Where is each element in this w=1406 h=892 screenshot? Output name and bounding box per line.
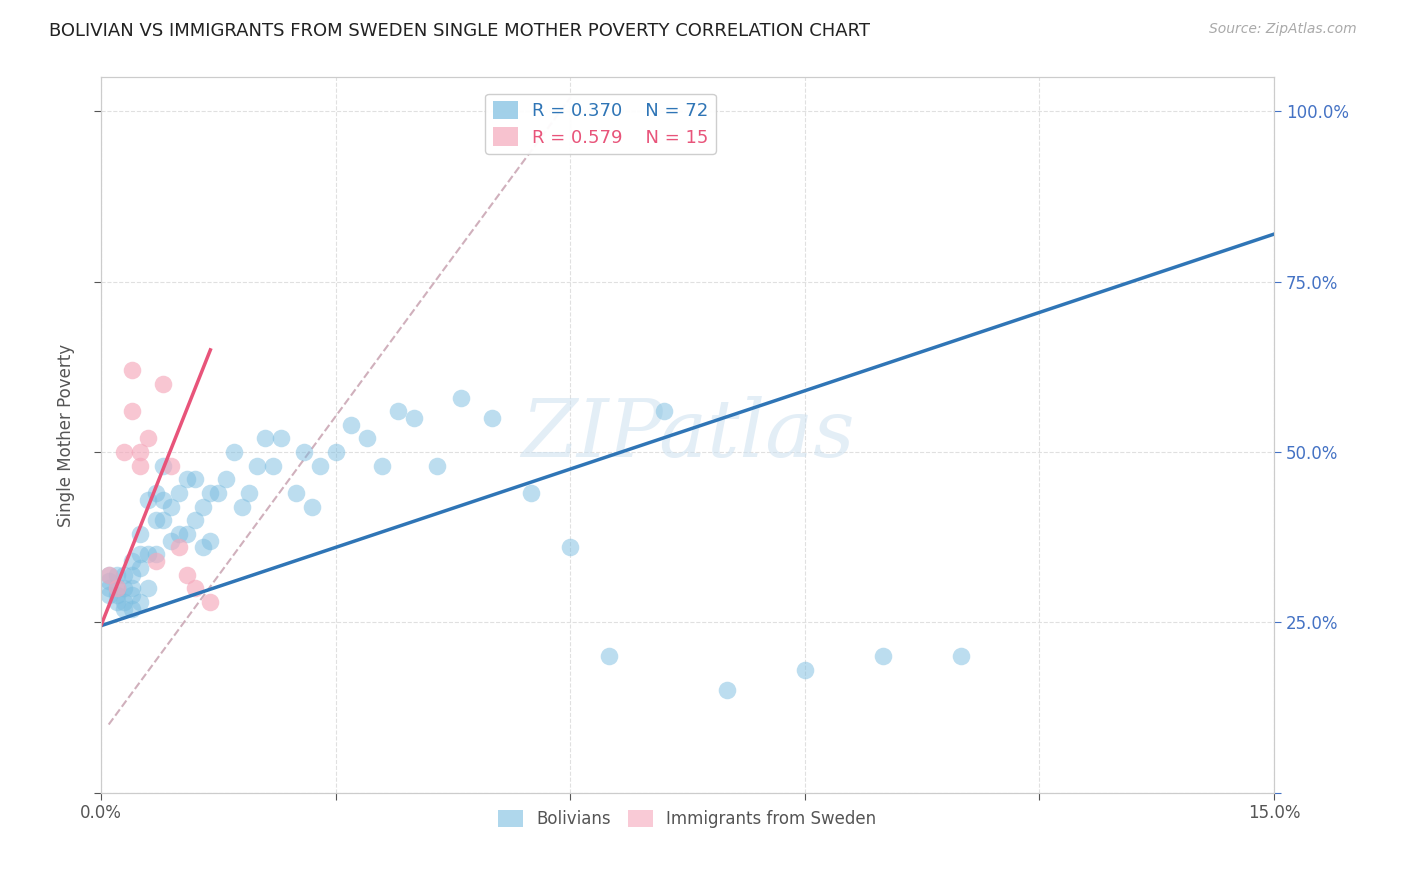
Point: [716, 683, 738, 698]
Point: [371, 458, 394, 473]
Point: [200, 486, 222, 500]
Point: [97, 582, 120, 596]
Point: [215, 472, 238, 486]
Point: [167, 486, 190, 500]
Point: [145, 554, 167, 568]
Point: [129, 561, 152, 575]
Point: [121, 567, 143, 582]
Point: [167, 541, 190, 555]
Point: [145, 513, 167, 527]
Point: [121, 363, 143, 377]
Y-axis label: Single Mother Poverty: Single Mother Poverty: [58, 343, 75, 526]
Point: [145, 486, 167, 500]
Point: [160, 500, 183, 514]
Point: [270, 432, 292, 446]
Point: [520, 486, 543, 500]
Point: [340, 417, 363, 432]
Point: [121, 588, 143, 602]
Point: [246, 458, 269, 473]
Point: [152, 376, 174, 391]
Point: [129, 547, 152, 561]
Point: [121, 601, 143, 615]
Point: [152, 492, 174, 507]
Legend: Bolivians, Immigrants from Sweden: Bolivians, Immigrants from Sweden: [492, 803, 883, 834]
Point: [136, 547, 159, 561]
Point: [121, 554, 143, 568]
Point: [129, 595, 152, 609]
Point: [152, 513, 174, 527]
Point: [112, 601, 135, 615]
Point: [598, 649, 620, 664]
Point: [402, 411, 425, 425]
Point: [97, 574, 120, 589]
Point: [129, 445, 152, 459]
Point: [200, 533, 222, 548]
Point: [97, 588, 120, 602]
Point: [167, 526, 190, 541]
Point: [238, 486, 260, 500]
Point: [222, 445, 245, 459]
Point: [285, 486, 308, 500]
Point: [145, 547, 167, 561]
Point: [793, 663, 815, 677]
Point: [450, 391, 472, 405]
Point: [160, 458, 183, 473]
Point: [191, 500, 214, 514]
Text: Source: ZipAtlas.com: Source: ZipAtlas.com: [1209, 22, 1357, 37]
Point: [105, 567, 128, 582]
Point: [183, 513, 205, 527]
Point: [426, 458, 449, 473]
Point: [160, 533, 183, 548]
Point: [129, 526, 152, 541]
Point: [262, 458, 284, 473]
Point: [97, 567, 120, 582]
Point: [152, 458, 174, 473]
Point: [200, 595, 222, 609]
Point: [191, 541, 214, 555]
Point: [121, 582, 143, 596]
Point: [183, 472, 205, 486]
Point: [105, 588, 128, 602]
Point: [112, 582, 135, 596]
Point: [558, 541, 581, 555]
Point: [231, 500, 253, 514]
Point: [325, 445, 347, 459]
Text: ZIPatlas: ZIPatlas: [520, 396, 855, 474]
Point: [121, 404, 143, 418]
Point: [105, 582, 128, 596]
Point: [176, 526, 198, 541]
Point: [176, 567, 198, 582]
Point: [105, 595, 128, 609]
Point: [97, 567, 120, 582]
Point: [136, 582, 159, 596]
Point: [112, 595, 135, 609]
Point: [387, 404, 409, 418]
Point: [176, 472, 198, 486]
Point: [950, 649, 973, 664]
Point: [292, 445, 315, 459]
Point: [183, 582, 205, 596]
Point: [872, 649, 894, 664]
Point: [136, 492, 159, 507]
Text: BOLIVIAN VS IMMIGRANTS FROM SWEDEN SINGLE MOTHER POVERTY CORRELATION CHART: BOLIVIAN VS IMMIGRANTS FROM SWEDEN SINGL…: [49, 22, 870, 40]
Point: [129, 458, 152, 473]
Point: [112, 445, 135, 459]
Point: [136, 432, 159, 446]
Point: [254, 432, 277, 446]
Point: [481, 411, 503, 425]
Point: [105, 582, 128, 596]
Point: [308, 458, 330, 473]
Point: [356, 432, 378, 446]
Point: [301, 500, 323, 514]
Point: [112, 567, 135, 582]
Point: [652, 404, 675, 418]
Point: [207, 486, 229, 500]
